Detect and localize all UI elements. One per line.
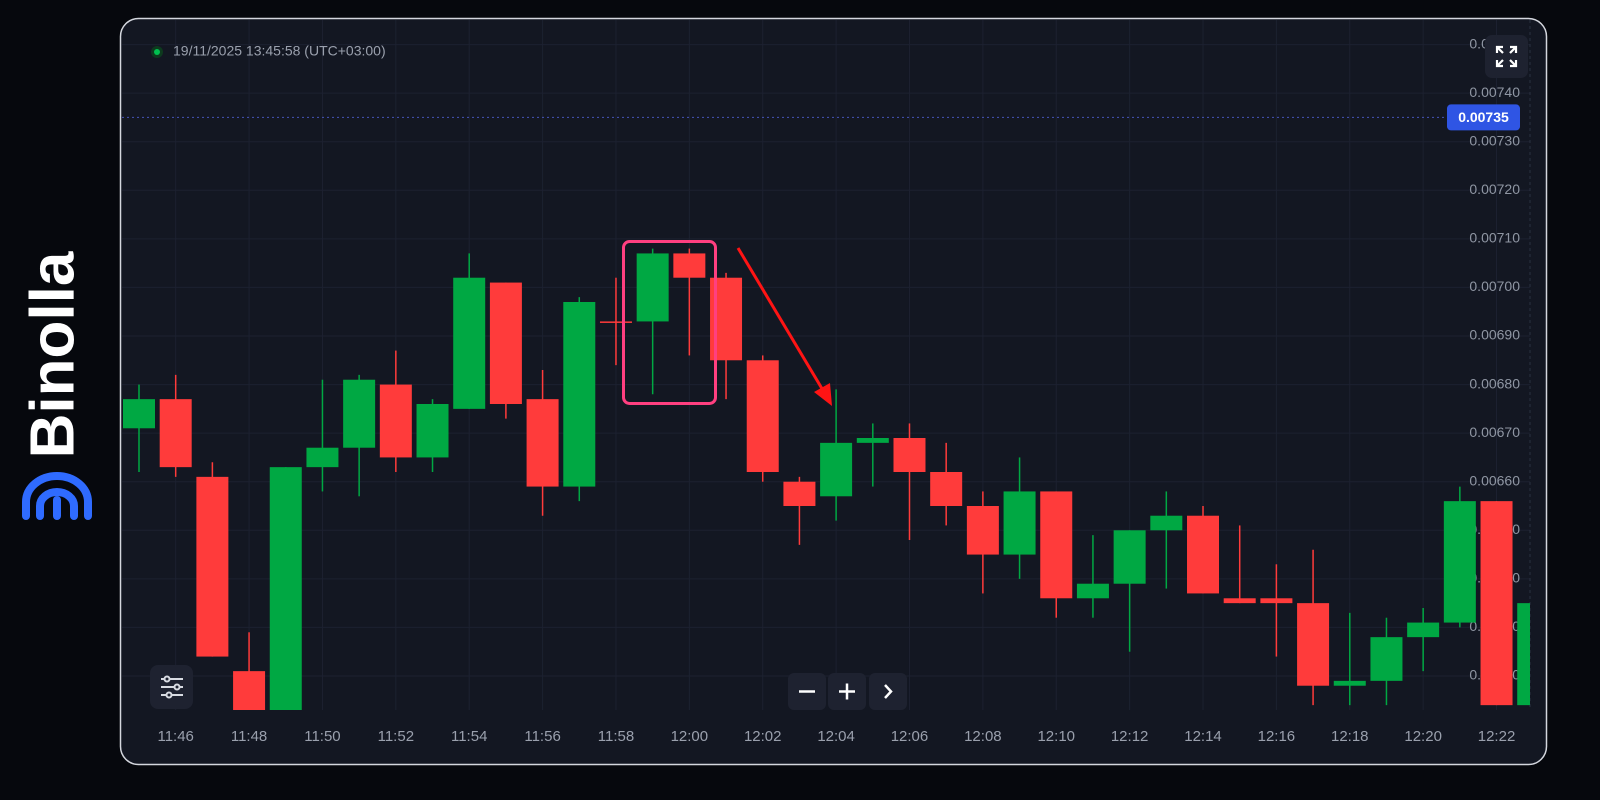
candle-body [1480,501,1513,706]
x-tick-label: 12:22 [1478,728,1516,745]
candle-body [930,472,963,506]
candle-body [673,253,706,278]
candle-body [783,481,816,506]
x-tick-label: 12:02 [744,728,782,745]
candle-body [820,442,853,497]
current-price-badge [1447,104,1520,131]
y-tick-label: 0.00740 [1469,84,1520,100]
x-tick-label: 11:56 [524,728,560,745]
x-tick-label: 12:18 [1331,728,1369,745]
candle-body [269,467,302,710]
x-tick-label: 11:46 [157,728,193,745]
candle-body [416,404,449,458]
chart-panel [119,17,1548,766]
x-tick-label: 11:50 [304,728,340,745]
x-tick-label: 12:20 [1404,728,1442,745]
candle-body [526,399,559,487]
x-tick-label: 12:10 [1037,728,1075,745]
zoom-in-button[interactable] [828,673,866,710]
candle-body [1370,637,1403,681]
plot-area: 0.006200.006300.006400.006500.006600.006… [122,20,1531,745]
y-tick-label: 0.00670 [1469,424,1520,440]
candle-body [599,321,632,323]
candle-body [856,438,889,443]
x-tick-label: 12:14 [1184,728,1222,745]
candle-body [233,671,266,710]
candle-body [159,399,192,468]
y-tick-label: 0.00700 [1469,278,1520,294]
candle-body [1187,515,1220,594]
x-tick-label: 12:00 [671,728,709,745]
candle-body [966,506,999,555]
y-tick-label: 0.00730 [1469,132,1520,148]
candle-body [563,302,596,487]
x-tick-label: 12:12 [1111,728,1149,745]
candle-body [1076,583,1109,599]
zoom-out-button[interactable] [788,673,826,710]
candle-body [453,277,486,409]
candle-body [1443,501,1476,623]
candle-body [196,476,229,657]
x-tick-label: 11:54 [451,728,487,745]
x-tick-label: 12:04 [817,728,855,745]
candle-body [1223,598,1256,604]
x-tick-label: 12:16 [1258,728,1296,745]
y-tick-label: 0.00690 [1469,327,1520,343]
settings-button[interactable] [150,665,193,709]
x-tick-label: 12:06 [891,728,929,745]
y-tick-label: 0.00720 [1469,181,1520,197]
candle-body [1333,680,1366,686]
y-tick-label: 0.00710 [1469,230,1520,246]
candle-body [123,399,155,429]
x-tick-label: 12:08 [964,728,1002,745]
candle-body [343,379,376,448]
fullscreen-button[interactable] [1485,35,1528,78]
status-dot [154,49,160,55]
candle-body [1260,598,1293,604]
highlight-box [622,240,717,405]
candle-body [636,253,669,322]
y-tick-label: 0.00680 [1469,375,1520,391]
candle-body [489,282,522,404]
candle-body [1003,491,1036,555]
candle-body [893,438,926,472]
trend-arrow [736,247,832,406]
timestamp: 19/11/2025 13:45:58 (UTC+03:00) [173,43,386,59]
candle-body [1113,530,1146,584]
candle-body [1150,515,1183,531]
candle-body [1407,622,1440,638]
x-tick-label: 11:48 [231,728,267,745]
candle-body [1040,491,1073,599]
x-tick-label: 11:52 [378,728,414,745]
candle-body [1297,603,1330,686]
x-tick-label: 11:58 [598,728,634,745]
brand-logo [22,472,92,520]
candle-body [379,384,412,458]
scroll-right-button[interactable] [869,673,907,710]
candle-body [306,447,339,468]
y-tick-label: 0.00660 [1469,472,1520,488]
current-price-label: 0.00735 [1458,109,1509,125]
candle-body [1517,603,1530,706]
candle-body [746,360,779,472]
candles [123,248,1530,710]
brand-name: Binolla [18,251,87,458]
